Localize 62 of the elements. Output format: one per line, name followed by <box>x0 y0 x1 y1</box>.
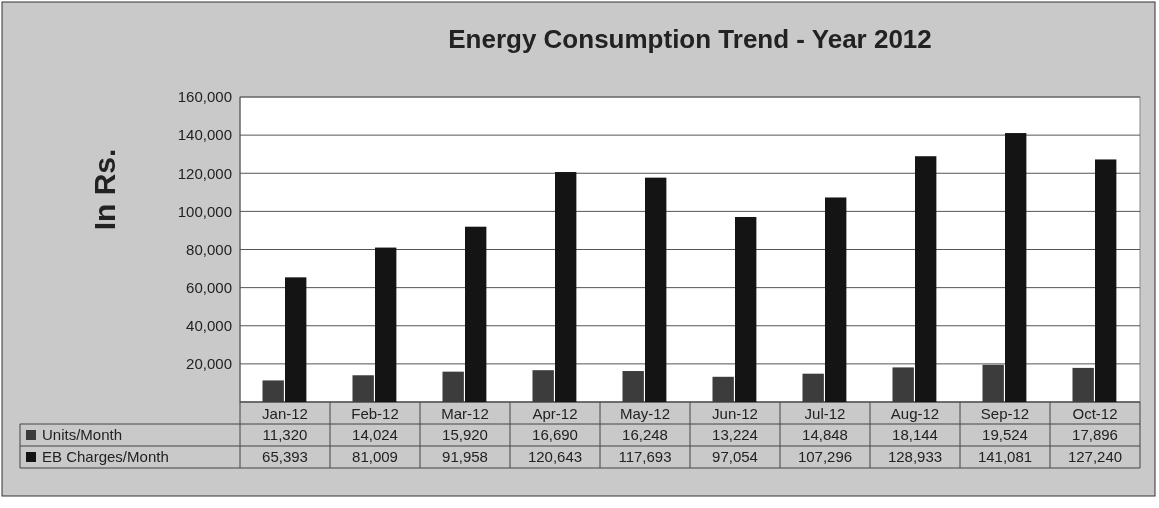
data-label: 17,896 <box>1072 426 1118 444</box>
x-tick-label: Jun-12 <box>712 405 758 423</box>
data-label: 65,393 <box>262 448 308 466</box>
bar <box>1072 367 1094 402</box>
data-label: 15,920 <box>442 426 488 444</box>
data-label: 81,009 <box>352 448 398 466</box>
x-tick-label: Jan-12 <box>262 405 308 423</box>
x-tick-label: Aug-12 <box>890 405 940 423</box>
x-tick-label: Jul-12 <box>804 405 846 423</box>
data-label: 16,248 <box>622 426 668 444</box>
bar <box>555 172 577 402</box>
bar <box>442 371 464 402</box>
x-tick-label: Oct-12 <box>1072 405 1118 423</box>
bar <box>1005 133 1027 402</box>
x-tick-label: Mar-12 <box>441 405 489 423</box>
x-tick-label: Apr-12 <box>532 405 578 423</box>
y-axis-title: In Rs. <box>88 148 121 231</box>
bar <box>285 277 307 402</box>
data-label: 19,524 <box>982 426 1028 444</box>
y-tick-label: 160,000 <box>177 88 232 106</box>
bar <box>825 197 847 402</box>
y-tick-label: 40,000 <box>186 317 232 334</box>
bar <box>982 364 1004 402</box>
y-tick-label: 120,000 <box>177 164 232 182</box>
chart-title: Energy Consumption Trend - Year 2012 <box>448 24 932 54</box>
data-label: 117,693 <box>618 448 672 466</box>
data-label: 91,958 <box>442 448 488 466</box>
data-label: 107,296 <box>797 448 853 466</box>
bar <box>262 380 284 402</box>
bar <box>735 216 757 402</box>
y-tick-label: 60,000 <box>186 278 232 296</box>
bar <box>465 226 487 402</box>
data-label: 128,933 <box>887 448 943 466</box>
bar <box>712 376 734 402</box>
y-tick-label: 140,000 <box>177 126 232 144</box>
bar <box>892 367 914 402</box>
data-label: 127,240 <box>1067 448 1123 466</box>
bar <box>802 373 824 402</box>
data-label: 120,643 <box>527 448 583 466</box>
data-label: 97,054 <box>712 448 758 466</box>
bar <box>1095 159 1117 402</box>
data-label: 18,144 <box>892 426 938 444</box>
data-label: 141,081 <box>977 448 1033 466</box>
x-tick-label: Sep-12 <box>980 405 1030 423</box>
y-tick-label: 100,000 <box>177 202 232 220</box>
bar <box>622 371 644 402</box>
data-label: 14,024 <box>352 426 398 444</box>
data-label: 16,690 <box>532 426 578 444</box>
legend-label: Units/Month <box>42 426 123 444</box>
x-tick-label: Feb-12 <box>351 405 399 423</box>
data-label: 13,224 <box>712 426 758 444</box>
data-label: 11,320 <box>262 426 308 444</box>
x-tick-label: May-12 <box>619 405 671 423</box>
bar <box>915 156 937 402</box>
bar <box>375 247 397 402</box>
data-label: 14,848 <box>802 426 848 444</box>
y-tick-label: 20,000 <box>186 355 232 373</box>
bar <box>352 375 374 402</box>
bar <box>645 177 667 402</box>
bar <box>532 370 554 402</box>
legend-label: EB Charges/Month <box>42 448 169 466</box>
y-tick-label: 80,000 <box>186 240 232 258</box>
